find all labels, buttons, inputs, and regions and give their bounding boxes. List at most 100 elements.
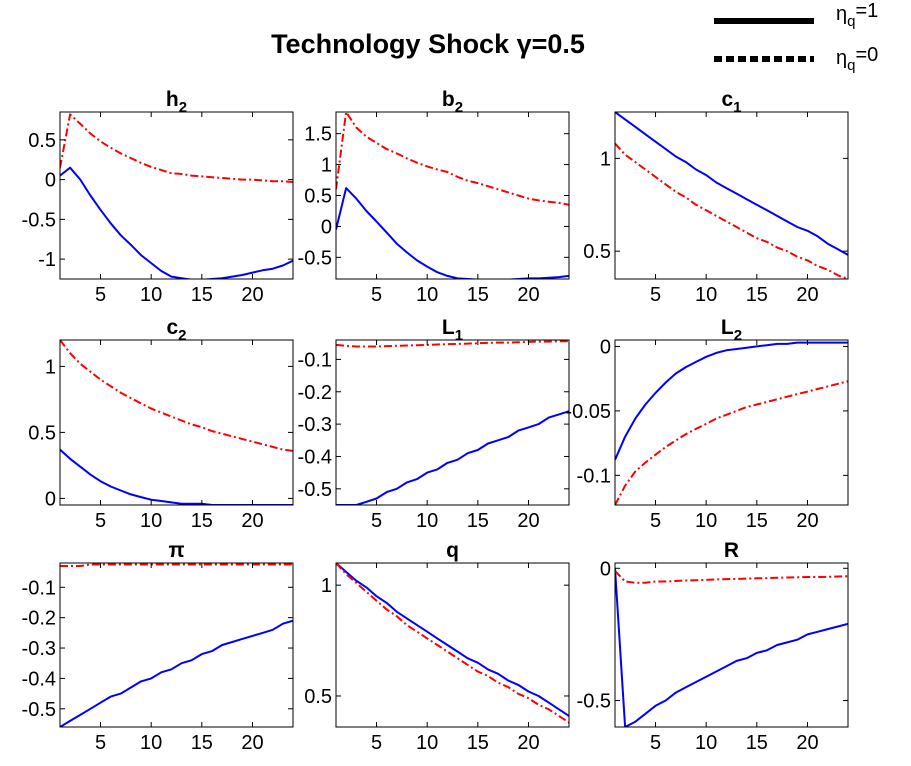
y-tick-label: -0.3 — [298, 414, 332, 436]
subplot-title: L2 — [721, 316, 742, 344]
legend-eta1-suffix: =1 — [855, 0, 878, 22]
subplot-2: 5 10 15 20 -0.5 0 0.5 1 1.5 b2 — [298, 88, 570, 306]
figure-title: Technology Shock γ=0.5 — [271, 29, 585, 59]
subplot-1: 5 10 15 20 -1 -0.5 0 0.5 h2 — [22, 88, 294, 306]
y-tick-label: 1 — [45, 356, 56, 378]
x-tick-label: 10 — [140, 732, 162, 754]
y-tick-label: 0.5 — [28, 130, 56, 152]
x-tick-label: 10 — [416, 284, 438, 306]
series-line-eta-q-1 — [615, 341, 848, 461]
x-tick-label: 20 — [517, 284, 539, 306]
x-tick-label: 15 — [746, 510, 768, 532]
y-tick-label: -0.3 — [22, 638, 56, 660]
x-tick-label: 20 — [241, 510, 263, 532]
x-tick-label: 20 — [796, 510, 818, 532]
subplot-title-main: L — [721, 316, 734, 339]
series-line-eta-q-1 — [336, 563, 569, 717]
subplot-title-sub: 2 — [455, 99, 463, 116]
x-tick-label: 10 — [140, 284, 162, 306]
x-tick-label: 10 — [695, 284, 717, 306]
legend-eta0-symbol: η — [836, 47, 847, 69]
y-tick-label: -0.2 — [22, 608, 56, 630]
series-line-eta-q-1 — [60, 166, 293, 279]
axes-box — [614, 562, 849, 728]
y-tick-label: 0.5 — [583, 241, 611, 263]
series-line-eta-q-1 — [60, 448, 293, 505]
subplot-title-main: b — [442, 88, 455, 111]
y-tick-label: -0.5 — [298, 479, 332, 501]
subplot-title-main: h — [166, 88, 179, 111]
axes-box — [335, 339, 570, 506]
y-tick-label: 1 — [321, 575, 332, 597]
x-tick-label: 5 — [95, 732, 106, 754]
y-tick-label: -0.5 — [22, 209, 56, 231]
series-line-eta-q-1 — [615, 112, 848, 256]
x-tick-label: 10 — [140, 510, 162, 532]
series-line-eta-q-1 — [60, 619, 293, 727]
subplot-title-main: L — [442, 316, 455, 339]
series-line-eta-q-0 — [336, 340, 569, 348]
series-line-eta-q-0 — [60, 563, 293, 567]
series-line-eta-q-1 — [336, 187, 569, 279]
y-tick-label: 0 — [600, 336, 611, 358]
subplot-4: 5 10 15 20 0 0.5 1 c2 — [28, 316, 294, 532]
x-tick-label: 20 — [241, 732, 263, 754]
y-tick-label: 0 — [600, 558, 611, 580]
y-tick-label: -0.5 — [22, 699, 56, 721]
y-tick-label: 1 — [321, 155, 332, 177]
x-tick-label: 15 — [467, 284, 489, 306]
x-tick-label: 5 — [95, 284, 106, 306]
x-tick-label: 5 — [371, 510, 382, 532]
x-tick-label: 20 — [241, 284, 263, 306]
subplot-title: R — [724, 539, 739, 562]
x-tick-label: 20 — [517, 510, 539, 532]
x-tick-label: 5 — [650, 732, 661, 754]
x-tick-label: 5 — [371, 732, 382, 754]
y-tick-label: 0 — [45, 488, 56, 510]
x-tick-label: 15 — [467, 732, 489, 754]
subplot-title-main: R — [724, 539, 739, 562]
y-tick-label: -0.1 — [577, 465, 611, 487]
y-tick-label: 0.5 — [304, 686, 332, 708]
x-tick-label: 10 — [416, 732, 438, 754]
x-tick-label: 5 — [650, 510, 661, 532]
subplot-9: 5 10 15 20 -0.5 0 R — [577, 539, 849, 754]
axes-box — [614, 111, 849, 280]
axes-box — [59, 562, 294, 728]
y-tick-label: 1 — [600, 148, 611, 170]
axes-box — [59, 111, 294, 280]
y-tick-label: -1 — [38, 249, 56, 271]
y-tick-label: 0.5 — [28, 422, 56, 444]
x-tick-label: 5 — [650, 284, 661, 306]
y-tick-label: 1.5 — [304, 124, 332, 146]
y-tick-label: 0.5 — [304, 186, 332, 208]
axes-box — [335, 562, 570, 728]
subplot-title: b2 — [442, 88, 463, 116]
series-line-eta-q-0 — [615, 142, 848, 279]
x-tick-label: 15 — [746, 732, 768, 754]
x-tick-label: 20 — [517, 732, 539, 754]
subplot-8: 5 10 15 20 0.5 1 q — [304, 539, 570, 754]
x-tick-label: 10 — [695, 732, 717, 754]
axes-box — [614, 339, 849, 506]
subplot-title-sub: 2 — [179, 99, 187, 116]
subplot-title-sub: 1 — [455, 327, 463, 344]
subplot-title-main: π — [168, 539, 184, 562]
y-tick-label: -0.4 — [22, 668, 56, 690]
series-line-eta-q-0 — [60, 113, 293, 183]
subplot-7: 5 10 15 20 -0.5 -0.4 -0.3 -0.2 -0.1 π — [22, 539, 294, 754]
y-tick-label: -0.5 — [298, 247, 332, 269]
subplot-5: 5 10 15 20 -0.5 -0.4 -0.3 -0.2 -0.1 L1 — [298, 316, 570, 532]
x-tick-label: 20 — [796, 284, 818, 306]
legend-eta0-suffix: =0 — [855, 44, 878, 66]
x-tick-label: 15 — [191, 510, 213, 532]
y-tick-label: -0.4 — [298, 446, 332, 468]
axes-box — [59, 339, 294, 506]
legend-eta1-symbol: η — [836, 3, 847, 25]
subplot-title-sub: 1 — [733, 99, 741, 116]
legend: ηq=1 ηq=0 — [714, 0, 878, 74]
subplot-title: c1 — [721, 88, 741, 116]
